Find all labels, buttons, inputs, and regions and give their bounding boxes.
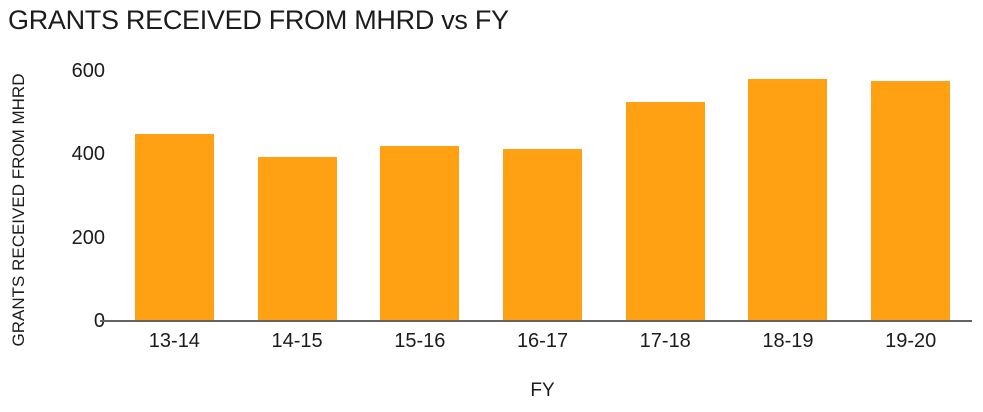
y-tick-label-0: 0 (94, 309, 105, 333)
plot-area: 13-14 14-15 15-16 16-17 17-18 18-19 19-20 (113, 71, 972, 352)
bar-group-14-15: 14-15 (236, 71, 359, 352)
x-tick-label-18-19: 18-19 (762, 330, 814, 352)
x-axis-line (100, 320, 972, 322)
bar-16-17 (503, 148, 583, 321)
bar-14-15 (257, 157, 337, 321)
x-tick-label-14-15: 14-15 (271, 330, 323, 352)
chart-title: GRANTS RECEIVED FROM MHRD vs FY (8, 5, 509, 35)
x-axis-title: FY (530, 380, 555, 401)
bar-group-16-17: 16-17 (481, 71, 604, 352)
bar-19-20 (871, 81, 951, 321)
bar-group-18-19: 18-19 (727, 71, 850, 352)
bar-18-19 (748, 78, 828, 321)
y-tick-label-600: 600 (71, 60, 105, 82)
x-tick-label-19-20: 19-20 (885, 330, 937, 352)
y-tick-label-400: 400 (71, 143, 105, 166)
bar-group-19-20: 19-20 (849, 71, 972, 352)
bar-15-16 (380, 146, 460, 321)
bar-13-14 (134, 133, 214, 321)
x-tick-label-17-18: 17-18 (639, 330, 691, 352)
bar-17-18 (625, 102, 705, 321)
x-tick-label-15-16: 15-16 (394, 330, 446, 352)
y-tick-label-200: 200 (71, 226, 105, 249)
bar-group-17-18: 17-18 (604, 71, 727, 352)
x-tick-label-13-14: 13-14 (148, 330, 200, 352)
y-axis-ticks: 0 200 400 600 (0, 0, 105, 412)
bar-group-13-14: 13-14 (113, 71, 236, 352)
x-tick-label-16-17: 16-17 (516, 330, 569, 352)
bar-group-15-16: 15-16 (358, 71, 481, 352)
